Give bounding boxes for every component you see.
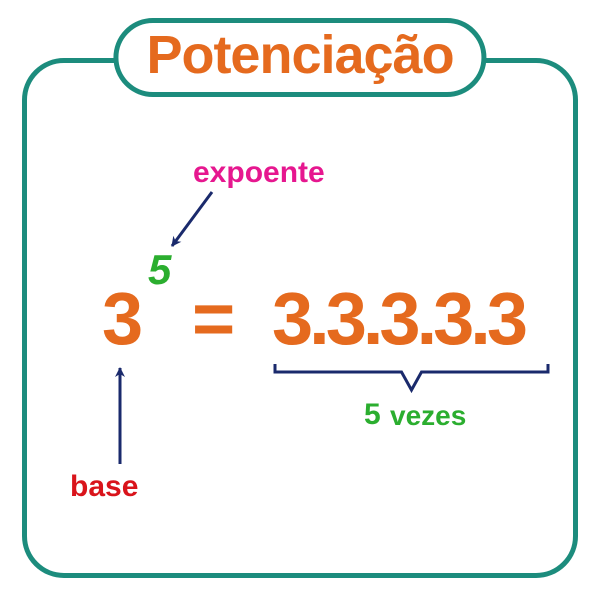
equals-sign: =	[192, 276, 235, 361]
exponent-number: 5	[148, 246, 171, 294]
expoente-arrow	[172, 192, 212, 246]
expansion-expression: 3.3.3.3.3	[272, 276, 524, 361]
base-number: 3	[102, 276, 141, 361]
underbrace	[275, 364, 548, 390]
expoente-label: expoente	[193, 156, 325, 190]
base-label: base	[70, 470, 138, 504]
times-count: 5	[364, 398, 381, 432]
times-word: vezes	[390, 400, 466, 432]
diagram-stage: 3 5 = 3.3.3.3.3 expoente base 5 vezes	[0, 0, 600, 600]
